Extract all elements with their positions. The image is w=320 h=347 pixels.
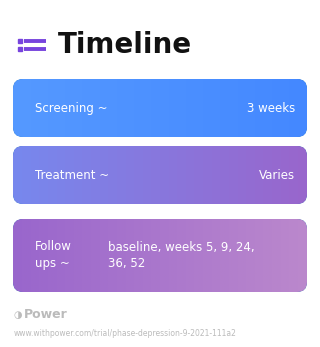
Text: www.withpower.com/trial/phase-depression-9-2021-111a2: www.withpower.com/trial/phase-depression…	[14, 329, 237, 338]
FancyBboxPatch shape	[13, 219, 307, 292]
Text: Varies: Varies	[259, 169, 295, 181]
Text: ◑: ◑	[14, 310, 22, 320]
Text: Power: Power	[24, 308, 68, 322]
Bar	[18, 47, 22, 51]
Text: Screening ~: Screening ~	[35, 102, 108, 115]
Text: 3 weeks: 3 weeks	[247, 102, 295, 115]
Text: Timeline: Timeline	[58, 31, 192, 59]
Text: Follow
ups ~: Follow ups ~	[35, 240, 72, 271]
FancyBboxPatch shape	[13, 146, 307, 204]
Bar	[18, 39, 22, 43]
FancyBboxPatch shape	[13, 79, 307, 137]
Text: baseline, weeks 5, 9, 24,
36, 52: baseline, weeks 5, 9, 24, 36, 52	[108, 240, 255, 271]
Text: Treatment ~: Treatment ~	[35, 169, 109, 181]
